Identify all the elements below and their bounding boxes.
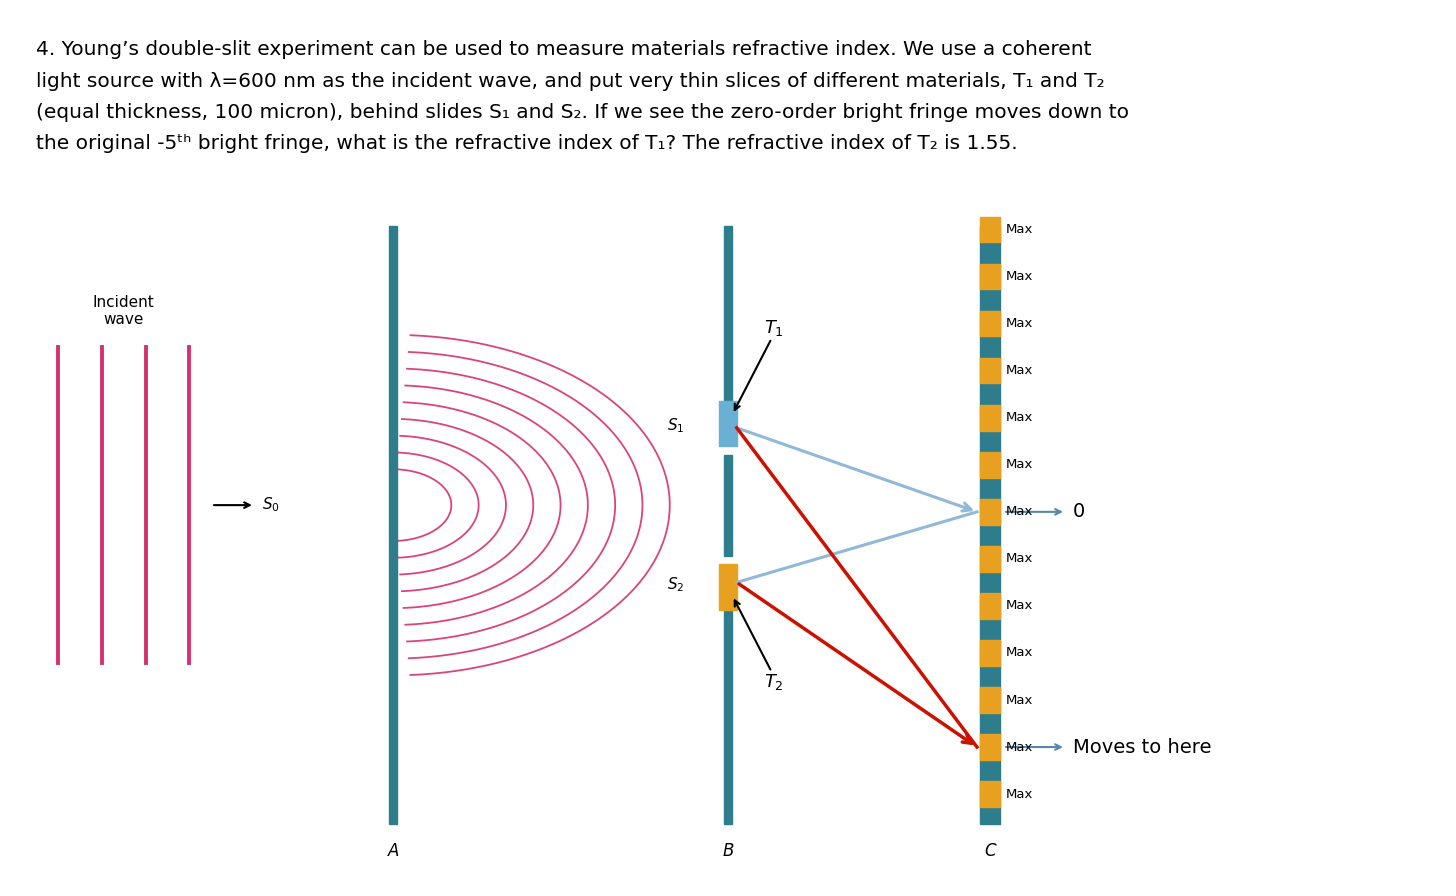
Bar xyxy=(980,311,1000,336)
Text: Max: Max xyxy=(1006,411,1034,425)
Text: Max: Max xyxy=(1006,552,1034,565)
Text: the original -5ᵗʰ bright fringe, what is the refractive index of T₁? The refract: the original -5ᵗʰ bright fringe, what is… xyxy=(36,134,1018,153)
Bar xyxy=(980,226,1000,824)
Bar xyxy=(980,263,1000,289)
Bar xyxy=(724,454,732,556)
Bar xyxy=(980,546,1000,572)
Text: light source with λ=600 nm as the incident wave, and put very thin slices of dif: light source with λ=600 nm as the incide… xyxy=(36,72,1105,90)
Bar xyxy=(980,687,1000,713)
Bar xyxy=(980,405,1000,430)
Bar xyxy=(719,564,737,609)
Text: Max: Max xyxy=(1006,646,1034,659)
Text: Max: Max xyxy=(1006,223,1034,237)
Text: C: C xyxy=(984,841,996,859)
Bar xyxy=(980,358,1000,383)
Text: Max: Max xyxy=(1006,599,1034,613)
Text: B: B xyxy=(722,841,734,859)
Text: Max: Max xyxy=(1006,788,1034,801)
Text: $T_2$: $T_2$ xyxy=(764,672,785,692)
Text: Moves to here: Moves to here xyxy=(1073,737,1211,756)
Bar xyxy=(389,226,397,824)
Text: (equal thickness, 100 micron), behind slides S₁ and S₂. If we see the zero-order: (equal thickness, 100 micron), behind sl… xyxy=(36,103,1130,122)
Bar xyxy=(980,217,1000,242)
Bar xyxy=(724,226,732,401)
Bar xyxy=(719,401,737,446)
Bar xyxy=(980,499,1000,524)
Text: $S_0$: $S_0$ xyxy=(262,495,280,514)
Bar xyxy=(980,452,1000,478)
Bar xyxy=(980,593,1000,618)
Text: Max: Max xyxy=(1006,270,1034,283)
Text: Max: Max xyxy=(1006,694,1034,707)
Text: Max: Max xyxy=(1006,364,1034,377)
Text: $S_2$: $S_2$ xyxy=(667,575,684,593)
Text: A: A xyxy=(387,841,399,859)
Text: Max: Max xyxy=(1006,740,1034,754)
Text: Max: Max xyxy=(1006,458,1034,471)
Text: $T_1$: $T_1$ xyxy=(764,318,785,338)
Text: Incident
wave: Incident wave xyxy=(93,295,154,327)
Bar xyxy=(724,609,732,824)
Bar xyxy=(980,735,1000,760)
Text: Max: Max xyxy=(1006,505,1034,519)
Text: Max: Max xyxy=(1006,317,1034,331)
Text: $S_1$: $S_1$ xyxy=(667,417,684,435)
Bar xyxy=(980,640,1000,666)
Text: 0: 0 xyxy=(1073,503,1085,521)
Bar xyxy=(980,781,1000,806)
Text: 4. Young’s double-slit experiment can be used to measure materials refractive in: 4. Young’s double-slit experiment can be… xyxy=(36,40,1092,59)
